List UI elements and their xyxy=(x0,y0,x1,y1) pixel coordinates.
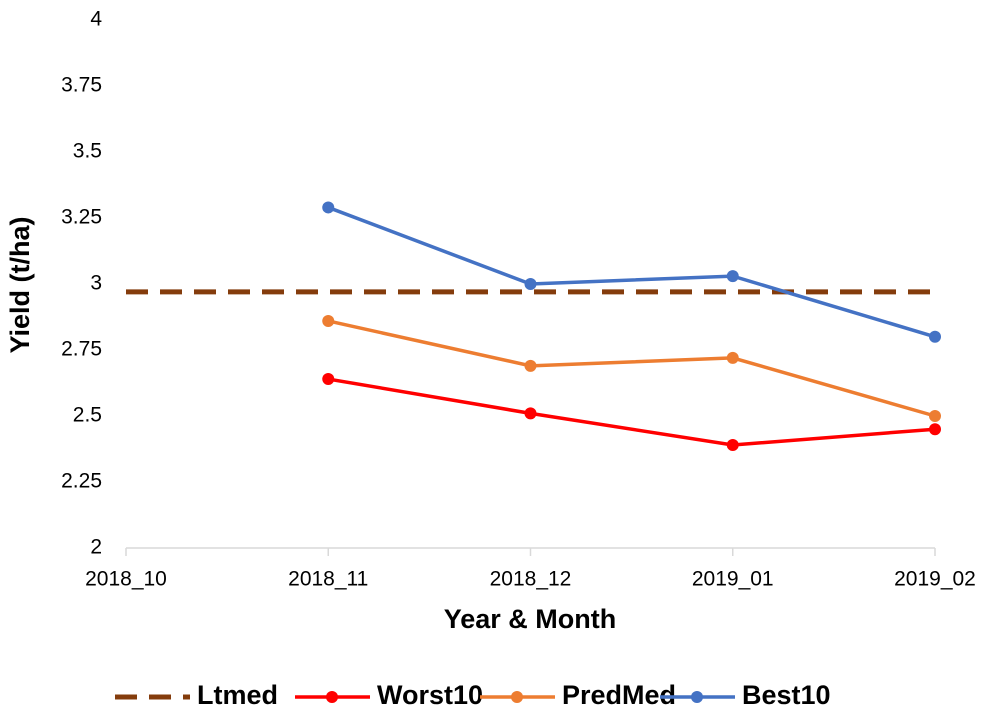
x-tick-label: 2018_10 xyxy=(85,568,167,591)
x-tick-label: 2018_11 xyxy=(288,568,368,591)
x-tick-label: 2019_02 xyxy=(894,568,976,591)
y-tick-label: 3.5 xyxy=(73,140,102,163)
legend-marker xyxy=(511,691,523,703)
y-tick-label: 3 xyxy=(90,272,102,295)
series-line xyxy=(327,377,936,447)
y-tick-label: 3.75 xyxy=(61,74,102,97)
series-line xyxy=(327,205,936,339)
x-tick-label: 2018_12 xyxy=(490,568,572,591)
series-line xyxy=(327,319,936,418)
data-point xyxy=(322,314,335,327)
x-axis-title: Year & Month xyxy=(444,604,617,634)
data-point xyxy=(726,439,739,452)
data-point xyxy=(322,201,335,214)
data-point xyxy=(929,423,941,436)
y-tick-label: 4 xyxy=(90,8,102,31)
legend-label: Ltmed xyxy=(197,680,278,710)
legend-marker xyxy=(326,691,338,703)
data-point xyxy=(726,351,739,364)
legend-label: PredMed xyxy=(562,680,676,710)
y-axis-title: Yield (t/ha) xyxy=(5,216,35,353)
legend-label: Best10 xyxy=(742,680,831,710)
data-point xyxy=(524,359,537,372)
y-tick-label: 2.75 xyxy=(61,338,102,361)
data-point xyxy=(322,373,335,386)
data-point xyxy=(726,270,739,283)
legend-marker xyxy=(691,691,703,703)
y-tick-label: 3.25 xyxy=(61,206,102,229)
data-point xyxy=(929,330,941,343)
data-point xyxy=(524,407,537,420)
y-tick-label: 2 xyxy=(90,536,102,559)
data-point xyxy=(929,410,941,422)
legend-label: Worst10 xyxy=(377,680,483,710)
x-tick-label: 2019_01 xyxy=(692,568,774,591)
y-tick-label: 2.25 xyxy=(61,470,102,493)
y-tick-label: 2.5 xyxy=(73,404,102,427)
data-point xyxy=(524,278,537,290)
